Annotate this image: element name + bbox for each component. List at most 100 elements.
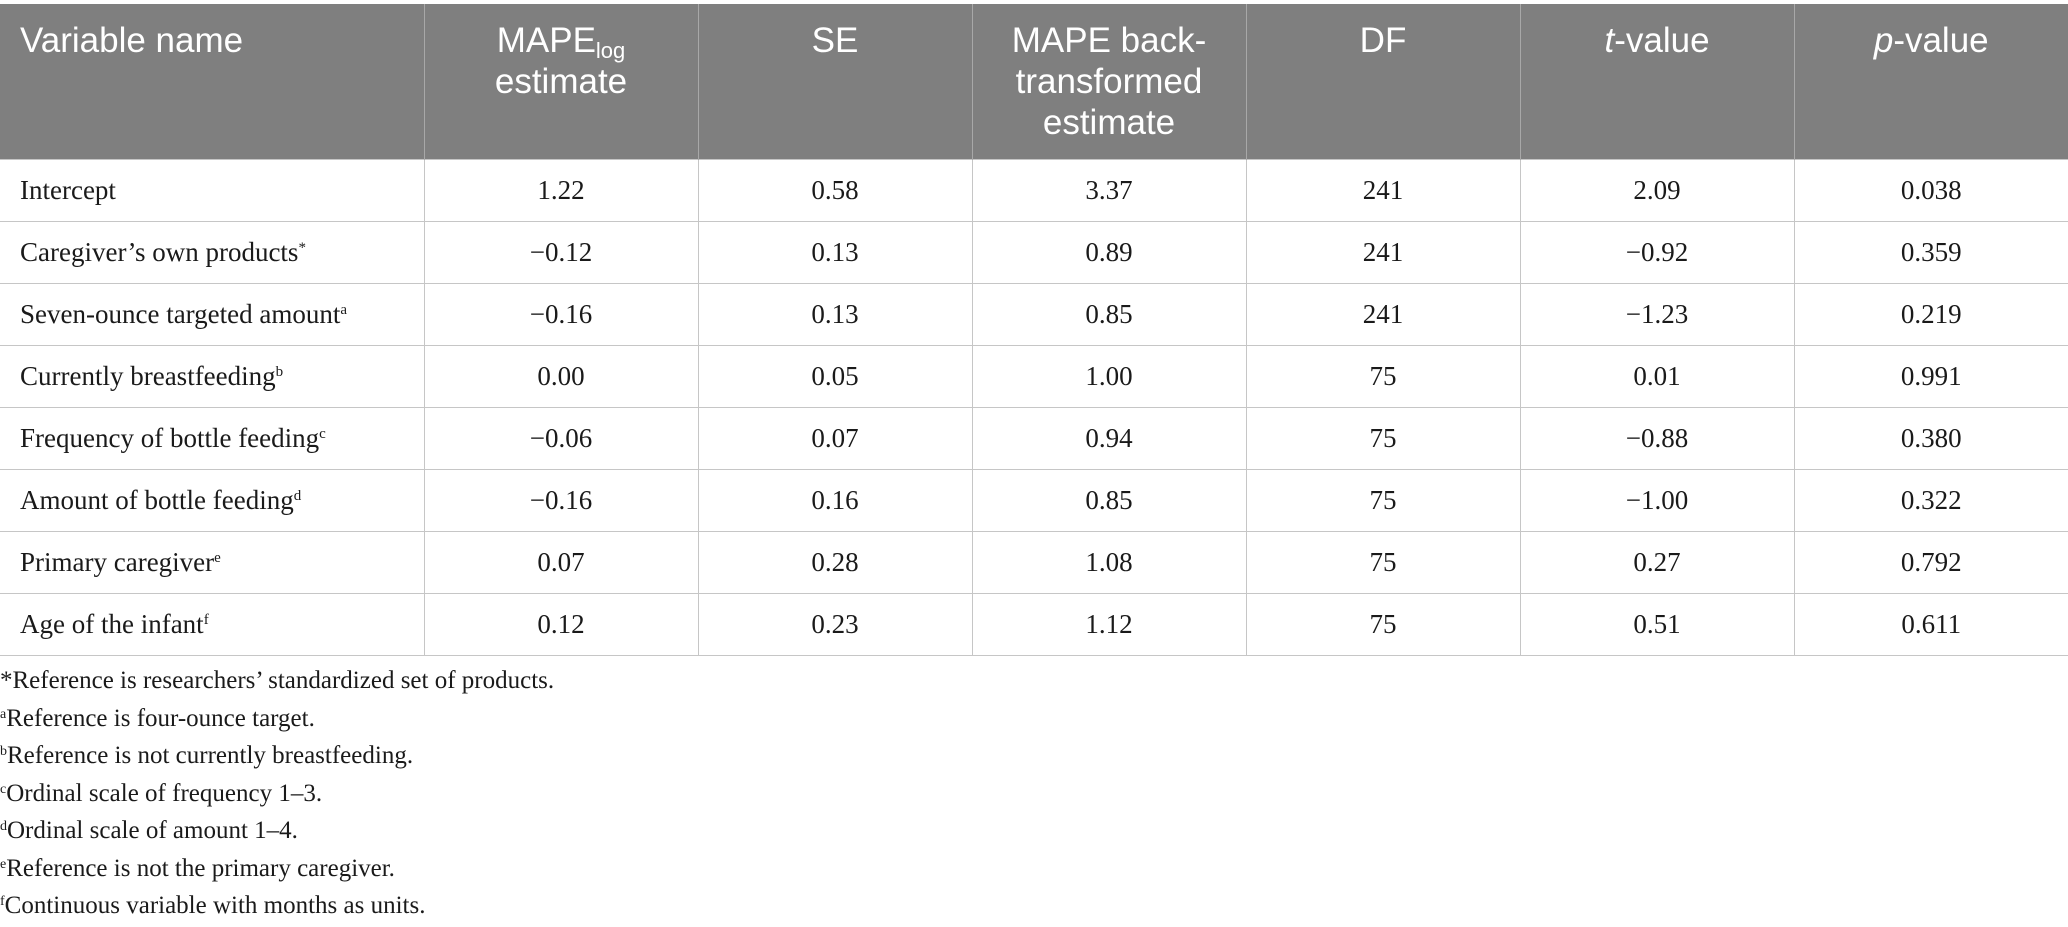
- footnote: dOrdinal scale of amount 1–4.: [0, 812, 554, 850]
- footnote-text: Continuous variable with months as units…: [4, 892, 426, 919]
- variable-name-text: Amount of bottle feeding: [20, 485, 294, 515]
- header-t-italic: t: [1604, 21, 1615, 60]
- cell-back-transformed: 0.85: [972, 283, 1247, 346]
- table-header: Variable name MAPElog estimate SE MAPE ba…: [0, 4, 2068, 160]
- cell-t-value: −1.00: [1520, 469, 1795, 532]
- cell-variable-name: Frequency of bottle feedingc: [0, 407, 425, 470]
- cell-variable-name: Caregiver’s own products*: [0, 221, 425, 284]
- cell-se: 0.07: [698, 407, 973, 470]
- cell-mape-log: −0.16: [424, 469, 699, 532]
- table-row: Primary caregivere 0.07 0.28 1.08 75 0.27 0.79…: [0, 531, 2068, 594]
- header-p-italic: p: [1873, 21, 1894, 60]
- variable-name-text: Primary caregiver: [20, 547, 215, 577]
- footnote-text: Reference is researchers’ standardized s…: [12, 667, 555, 694]
- cell-se: 0.05: [698, 345, 973, 408]
- variable-name-text: Caregiver’s own products: [20, 237, 299, 267]
- header-p-value: p-value: [1794, 4, 2068, 160]
- cell-t-value: 0.51: [1520, 593, 1795, 656]
- cell-se: 0.28: [698, 531, 973, 594]
- cell-mape-log: −0.06: [424, 407, 699, 470]
- cell-p-value: 0.611: [1794, 593, 2068, 656]
- header-t-rest: -value: [1614, 21, 1710, 60]
- footnote-text: Reference is not currently breastfeeding…: [7, 742, 414, 769]
- header-variable-name-text: Variable name: [20, 21, 244, 60]
- cell-df: 75: [1246, 531, 1521, 594]
- cell-mape-log: 1.22: [424, 159, 699, 222]
- cell-back-transformed: 1.08: [972, 531, 1247, 594]
- footnote-text: Reference is not the primary caregiver.: [6, 854, 395, 882]
- header-mape-log-estimate: MAPElog estimate: [424, 4, 699, 160]
- footnote-mark: e: [0, 856, 7, 872]
- cell-se: 0.13: [698, 221, 973, 284]
- cell-p-value: 0.322: [1794, 469, 2068, 532]
- table-row: Intercept 1.22 0.58 3.37 241 2.09 0.038: [0, 159, 2068, 222]
- cell-se: 0.58: [698, 159, 973, 222]
- table-row: Age of the infantf 0.12 0.23 1.12 75 0.51 0.61…: [0, 593, 2068, 656]
- cell-p-value: 0.380: [1794, 407, 2068, 470]
- cell-variable-name: Age of the infantf: [0, 593, 425, 656]
- cell-mape-log: −0.16: [424, 283, 699, 346]
- footnote-marker: *: [298, 240, 306, 256]
- cell-back-transformed: 0.85: [972, 469, 1247, 532]
- table-row: Frequency of bottle feedingc −0.06 0.07 0.9…: [0, 407, 2068, 470]
- cell-t-value: 0.27: [1520, 531, 1795, 594]
- cell-t-value: −0.88: [1520, 407, 1795, 470]
- header-mape-log-line2: estimate: [494, 62, 628, 101]
- cell-p-value: 0.991: [1794, 345, 2068, 408]
- header-back-line3: estimate: [1042, 103, 1176, 142]
- cell-variable-name: Currently breastfeedingb: [0, 345, 425, 408]
- footnote-mark: b: [0, 744, 7, 759]
- header-back-line2: transformed: [1015, 62, 1203, 101]
- table-row: Caregiver’s own products* −0.12 0.13 0.89 24…: [0, 221, 2068, 284]
- header-mape-back-transformed: MAPE back-transformed estimate: [972, 4, 1247, 160]
- footnote-text: Ordinal scale of amount 1–4.: [7, 817, 298, 844]
- footnote-mark: c: [0, 781, 7, 797]
- footnote: *Reference is researchers’ standardized …: [0, 662, 554, 700]
- cell-variable-name: Intercept: [0, 159, 425, 222]
- table-row: Seven-ounce targeted amounta −0.16 0.13 0.8…: [0, 283, 2068, 346]
- header-t-value: t-value: [1520, 4, 1795, 160]
- cell-se: 0.23: [698, 593, 973, 656]
- variable-name-text: Currently breastfeeding: [20, 361, 276, 391]
- variable-name-text: Age of the infant: [20, 609, 204, 639]
- footnote-text: Ordinal scale of frequency 1–3.: [6, 779, 323, 807]
- header-df: DF: [1246, 4, 1521, 160]
- footnote-marker: f: [203, 612, 209, 628]
- cell-back-transformed: 0.89: [972, 221, 1247, 284]
- footnote-mark: a: [0, 706, 7, 722]
- cell-variable-name: Amount of bottle feedingd: [0, 469, 425, 532]
- footnote-marker: d: [293, 488, 302, 504]
- cell-p-value: 0.359: [1794, 221, 2068, 284]
- header-mape-log-subscript: log: [595, 38, 626, 63]
- table-footnotes: *Reference is researchers’ standardized …: [0, 662, 554, 925]
- variable-name-text: Frequency of bottle feeding: [20, 423, 320, 453]
- header-variable-name: Variable name: [0, 4, 425, 160]
- cell-df: 241: [1246, 221, 1521, 284]
- table-row: Amount of bottle feedingd −0.16 0.16 0.85 75…: [0, 469, 2068, 532]
- cell-df: 75: [1246, 345, 1521, 408]
- footnote-mark: *: [0, 667, 13, 694]
- cell-back-transformed: 1.00: [972, 345, 1247, 408]
- header-se: SE: [698, 4, 973, 160]
- cell-se: 0.16: [698, 469, 973, 532]
- cell-df: 241: [1246, 283, 1521, 346]
- variable-name-text: Intercept: [20, 175, 116, 205]
- cell-mape-log: 0.12: [424, 593, 699, 656]
- table-body: Intercept 1.22 0.58 3.37 241 2.09 0.038 Caregiv…: [0, 159, 2068, 656]
- cell-t-value: 0.01: [1520, 345, 1795, 408]
- cell-p-value: 0.792: [1794, 531, 2068, 594]
- results-table-container: Variable name MAPElog estimate SE MAPE ba…: [0, 4, 2068, 656]
- header-df-text: DF: [1359, 21, 1407, 60]
- header-back-line1: MAPE back-: [1011, 21, 1207, 60]
- cell-df: 75: [1246, 593, 1521, 656]
- footnote-marker: c: [319, 426, 326, 442]
- cell-back-transformed: 1.12: [972, 593, 1247, 656]
- footnote-mark: d: [0, 819, 7, 834]
- footnote: cOrdinal scale of frequency 1–3.: [0, 775, 554, 813]
- footnote-marker: b: [275, 364, 284, 380]
- results-table: Variable name MAPElog estimate SE MAPE ba…: [0, 4, 2068, 656]
- footnote-marker: a: [340, 302, 348, 318]
- cell-mape-log: 0.00: [424, 345, 699, 408]
- cell-t-value: 2.09: [1520, 159, 1795, 222]
- cell-p-value: 0.038: [1794, 159, 2068, 222]
